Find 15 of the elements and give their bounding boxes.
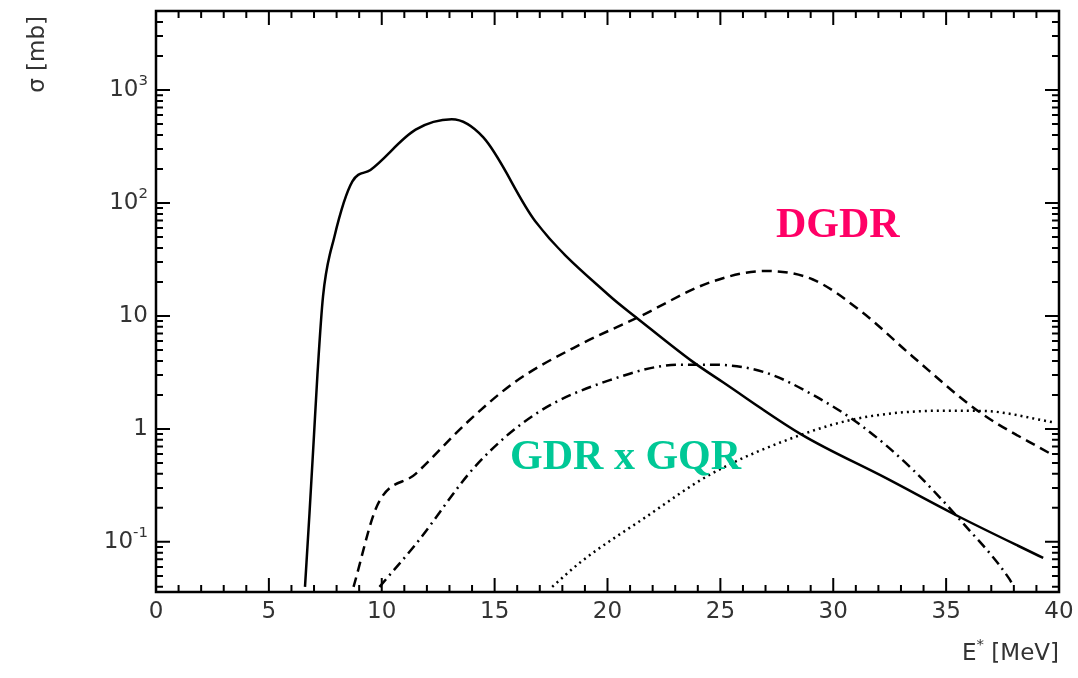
- y-tick-label: 10: [118, 300, 149, 327]
- x-tick-label: 15: [479, 596, 510, 623]
- annotation: GDR x GQR: [510, 432, 742, 479]
- x-tick-label: 10: [367, 596, 397, 623]
- x-tick-label: 30: [818, 596, 848, 623]
- x-tick-label: 5: [261, 596, 277, 623]
- x-tick-label: 25: [705, 596, 736, 623]
- x-tick-label: 0: [148, 596, 164, 623]
- y-tick-label: 1: [133, 413, 149, 440]
- x-axis-title: E* [MeV]: [962, 634, 1060, 665]
- x-tick-label: 40: [1044, 596, 1074, 623]
- annotation: DGDR: [775, 199, 901, 246]
- x-tick-label: 35: [931, 596, 961, 623]
- x-tick-label: 20: [592, 596, 623, 623]
- y-axis-title: σ [mb]: [22, 16, 49, 93]
